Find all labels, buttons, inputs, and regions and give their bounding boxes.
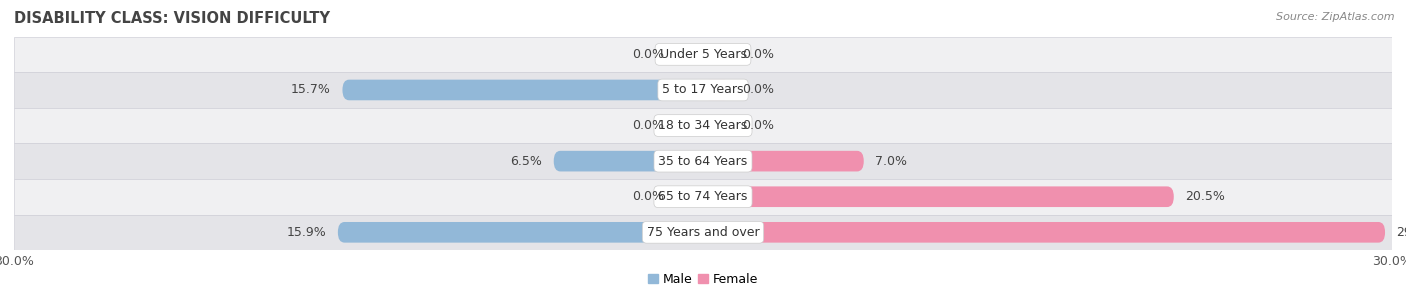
Text: 5 to 17 Years: 5 to 17 Years [662,84,744,96]
Text: Source: ZipAtlas.com: Source: ZipAtlas.com [1277,12,1395,22]
Text: 0.0%: 0.0% [742,84,775,96]
Text: 15.7%: 15.7% [291,84,330,96]
FancyBboxPatch shape [675,44,703,65]
FancyBboxPatch shape [703,80,731,100]
Text: 35 to 64 Years: 35 to 64 Years [658,155,748,168]
FancyBboxPatch shape [703,222,1385,243]
FancyBboxPatch shape [675,115,703,136]
FancyBboxPatch shape [337,222,703,243]
FancyBboxPatch shape [343,80,703,100]
Text: 18 to 34 Years: 18 to 34 Years [658,119,748,132]
Text: 29.7%: 29.7% [1396,226,1406,239]
FancyBboxPatch shape [703,186,1174,207]
Text: 0.0%: 0.0% [742,119,775,132]
FancyBboxPatch shape [14,108,1392,143]
FancyBboxPatch shape [554,151,703,171]
Legend: Male, Female: Male, Female [643,268,763,291]
FancyBboxPatch shape [703,44,731,65]
FancyBboxPatch shape [703,151,863,171]
FancyBboxPatch shape [14,179,1392,214]
Text: DISABILITY CLASS: VISION DIFFICULTY: DISABILITY CLASS: VISION DIFFICULTY [14,11,330,26]
Text: 20.5%: 20.5% [1185,190,1225,203]
Text: 65 to 74 Years: 65 to 74 Years [658,190,748,203]
FancyBboxPatch shape [14,37,1392,72]
FancyBboxPatch shape [675,186,703,207]
Text: 0.0%: 0.0% [742,48,775,61]
Text: 0.0%: 0.0% [631,119,664,132]
Text: Under 5 Years: Under 5 Years [659,48,747,61]
FancyBboxPatch shape [14,72,1392,108]
Text: 0.0%: 0.0% [631,190,664,203]
Text: 7.0%: 7.0% [875,155,907,168]
Text: 75 Years and over: 75 Years and over [647,226,759,239]
FancyBboxPatch shape [14,214,1392,250]
FancyBboxPatch shape [14,143,1392,179]
FancyBboxPatch shape [703,115,731,136]
Text: 15.9%: 15.9% [287,226,326,239]
Text: 6.5%: 6.5% [510,155,543,168]
Text: 0.0%: 0.0% [631,48,664,61]
